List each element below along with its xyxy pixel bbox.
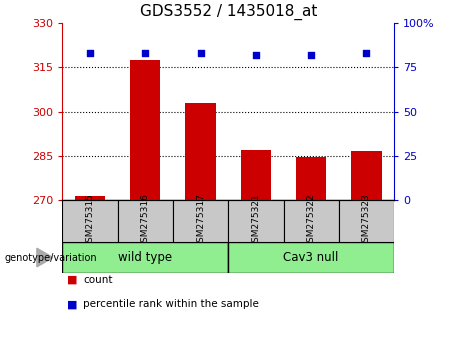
Bar — [228, 242, 394, 273]
Bar — [241, 150, 271, 200]
Bar — [339, 200, 394, 242]
Text: genotype/variation: genotype/variation — [5, 252, 97, 263]
Point — [142, 50, 149, 56]
Text: GSM275323: GSM275323 — [362, 193, 371, 248]
Text: GSM275321: GSM275321 — [251, 193, 260, 248]
Point — [86, 50, 94, 56]
Bar — [173, 200, 228, 242]
Point — [363, 50, 370, 56]
Bar — [130, 60, 160, 200]
Text: GSM275315: GSM275315 — [85, 193, 95, 248]
Bar — [351, 152, 382, 200]
Text: Cav3 null: Cav3 null — [284, 251, 339, 264]
Point — [197, 50, 204, 56]
Bar — [62, 200, 118, 242]
Point — [307, 52, 315, 58]
Text: ■: ■ — [67, 299, 77, 309]
Text: wild type: wild type — [118, 251, 172, 264]
Text: GSM275322: GSM275322 — [307, 193, 316, 248]
Point — [252, 52, 260, 58]
Bar — [62, 242, 228, 273]
Bar — [228, 200, 284, 242]
Text: ■: ■ — [67, 275, 77, 285]
Bar — [75, 195, 105, 200]
Title: GDS3552 / 1435018_at: GDS3552 / 1435018_at — [140, 4, 317, 20]
Bar — [284, 200, 339, 242]
Bar — [185, 103, 216, 200]
Text: count: count — [83, 275, 112, 285]
Text: GSM275317: GSM275317 — [196, 193, 205, 248]
Bar — [118, 200, 173, 242]
Bar — [296, 157, 326, 200]
Text: GSM275316: GSM275316 — [141, 193, 150, 248]
Polygon shape — [37, 248, 53, 267]
Text: percentile rank within the sample: percentile rank within the sample — [83, 299, 259, 309]
